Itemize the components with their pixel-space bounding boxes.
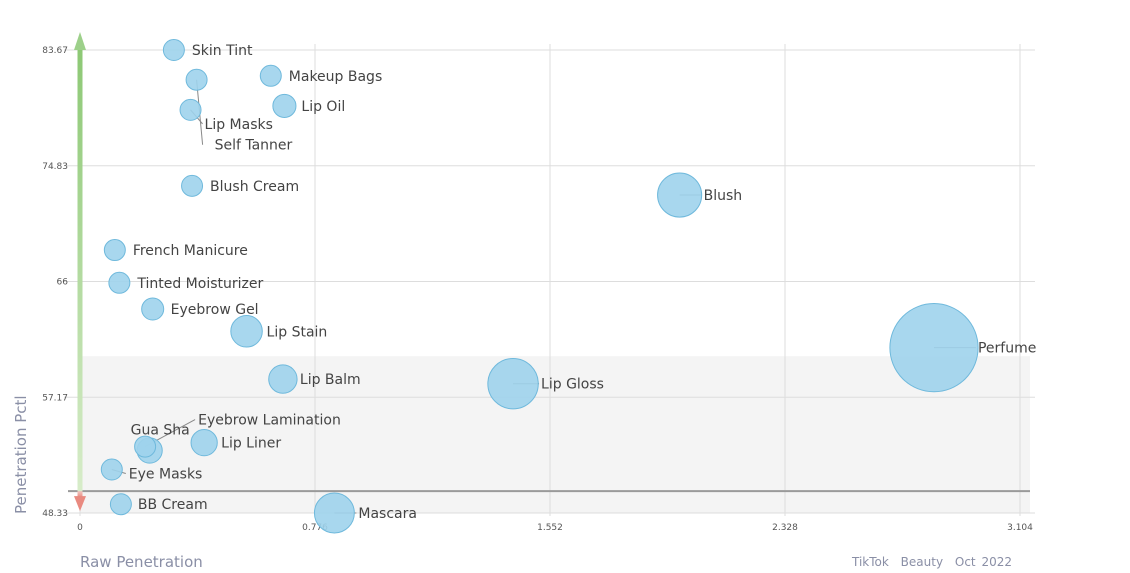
point-label-lip-balm: Lip Balm [300,372,361,388]
point-label-lip-masks: Lip Masks [205,117,273,133]
point-label-french-manicure: French Manicure [133,243,248,259]
point-label-lip-oil: Lip Oil [301,99,345,115]
down-axis-bar [77,491,83,498]
bubble [185,68,208,91]
bubble-lip-oil [272,93,297,118]
point-label-self-tanner: Self Tanner [215,138,293,154]
point-label-tinted-moisturizer: Tinted Moisturizer [136,276,263,292]
point-label-lip-gloss: Lip Gloss [541,377,604,393]
bubble-lip-liner [190,429,218,457]
bubble-skin-tint [162,39,185,61]
bubble-mascara [313,492,355,534]
y-tick-label: 66 [57,278,69,288]
up-axis-bar [77,44,83,492]
bubble-lip-gloss [487,357,539,410]
x-tick-label: 1.552 [537,523,563,533]
point-label-perfume: Perfume [978,341,1036,357]
shaded-band [80,356,1030,513]
bubble-french-manicure [103,239,126,262]
y-axis-title: Penetration Pctl [12,395,30,514]
y-tick-label: 57.17 [42,393,68,403]
bubble-blush [657,172,703,218]
y-tick-label: 83.67 [42,46,68,56]
footer-category: Beauty [900,555,944,569]
bubble-lip-balm [268,364,298,394]
bubble-lip-masks [179,98,202,121]
footer-period: Oct 2022 [954,555,1012,569]
point-label-blush: Blush [704,188,743,204]
bubble-tinted-moisturizer [108,271,131,294]
bubble-bb-cream [109,493,132,516]
bubble-blush-cream [181,174,204,197]
point-label-eyebrow-gel: Eyebrow Gel [171,302,259,318]
y-tick-label: 48.33 [42,509,68,519]
bubble-perfume [889,303,979,393]
chart-footer: TikTok Beauty Oct 2022 [846,555,1012,569]
bubble-makeup-bags [259,64,282,87]
point-label-blush-cream: Blush Cream [210,179,299,195]
x-axis-title: Raw Penetration [80,553,203,571]
point-label-lip-stain: Lip Stain [267,324,328,340]
point-label-skin-tint: Skin Tint [192,43,253,59]
point-label-gua-sha: Gua Sha [131,423,190,439]
x-tick-label: 0 [77,523,83,533]
point-label-eye-masks: Eye Masks [129,467,203,483]
bubble-eyebrow-gel [141,297,165,321]
up-arrow-icon [74,32,86,50]
bubble-lip-stain [230,315,263,348]
x-tick-label: 3.104 [1007,523,1033,533]
point-label-bb-cream: BB Cream [138,497,208,513]
bubble-eye-masks [100,458,123,481]
point-label-mascara: Mascara [358,506,417,522]
bubble-eyebrow-lamination [134,435,157,458]
point-label-makeup-bags: Makeup Bags [289,69,382,85]
down-arrow-icon [74,496,86,512]
x-tick-label: 2.328 [772,523,798,533]
point-label-lip-liner: Lip Liner [221,436,281,452]
point-label-eyebrow-lamination: Eyebrow Lamination [198,413,341,429]
x-tick-label: 0.776 [302,523,328,533]
footer-platform: TikTok [852,555,889,569]
y-tick-label: 74.83 [42,162,68,172]
